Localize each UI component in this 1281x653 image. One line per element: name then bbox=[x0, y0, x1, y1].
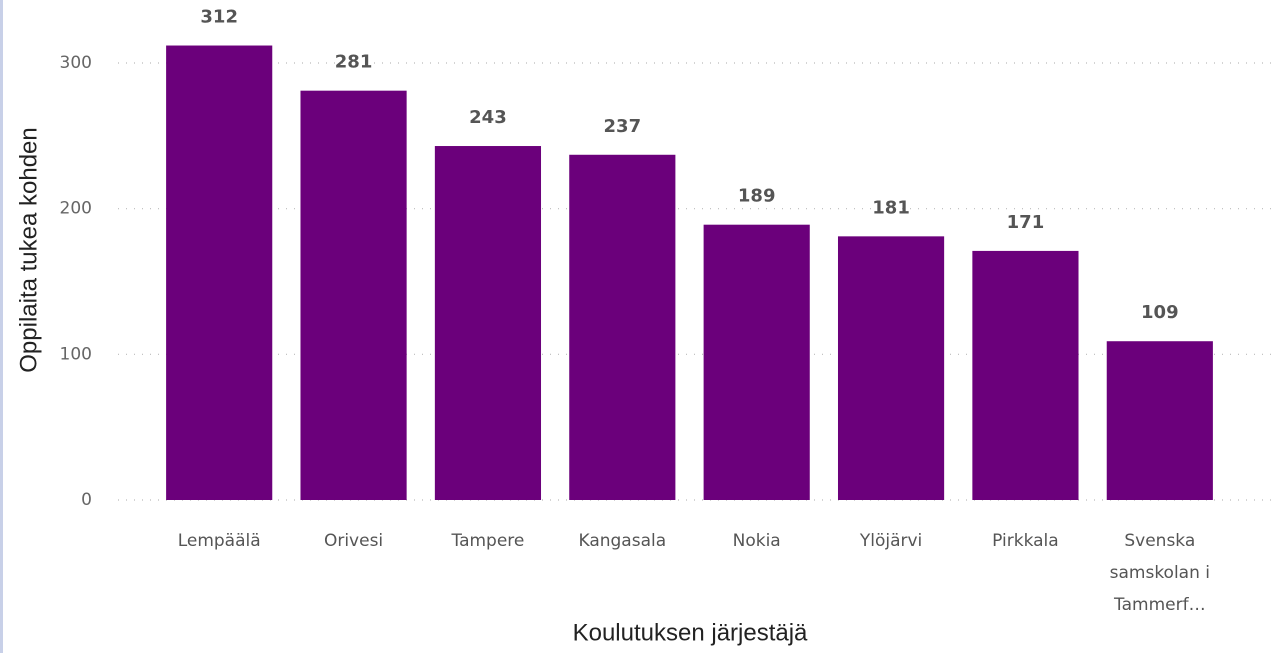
x-axis-title: Koulutuksen järjestäjä bbox=[573, 619, 808, 646]
x-tick-label: Kangasala bbox=[578, 531, 666, 551]
left-border bbox=[0, 0, 3, 653]
y-tick-label: 100 bbox=[60, 344, 92, 364]
value-label: 189 bbox=[738, 186, 776, 207]
value-label: 109 bbox=[1141, 302, 1179, 323]
value-label: 181 bbox=[872, 197, 910, 218]
bar bbox=[1106, 341, 1213, 500]
bar bbox=[703, 224, 810, 500]
bar bbox=[837, 236, 945, 501]
x-tick-label: Orivesi bbox=[324, 531, 383, 551]
bar bbox=[569, 154, 676, 500]
value-label: 281 bbox=[335, 52, 373, 73]
value-label: 243 bbox=[469, 107, 507, 128]
value-label: 171 bbox=[1007, 212, 1045, 233]
value-label: 237 bbox=[604, 116, 642, 137]
x-tick-label: Nokia bbox=[733, 531, 781, 551]
bar bbox=[300, 90, 407, 500]
x-tick-label: Lempäälä bbox=[178, 531, 261, 551]
x-tick-label: Tampere bbox=[451, 531, 525, 551]
x-tick-label: Svenska samskolan i Tammerf… bbox=[1110, 531, 1210, 615]
x-tick-label: Pirkkala bbox=[992, 531, 1059, 551]
bar bbox=[166, 45, 273, 501]
bar bbox=[434, 146, 542, 500]
value-label: 312 bbox=[200, 7, 238, 28]
bar bbox=[972, 250, 1079, 500]
y-tick-label: 200 bbox=[60, 199, 92, 219]
y-axis-title: Oppilaita tukea kohden bbox=[15, 127, 42, 373]
y-tick-label: 0 bbox=[81, 490, 92, 510]
y-tick-label: 300 bbox=[60, 53, 92, 73]
x-tick-label: Ylöjärvi bbox=[859, 531, 922, 551]
